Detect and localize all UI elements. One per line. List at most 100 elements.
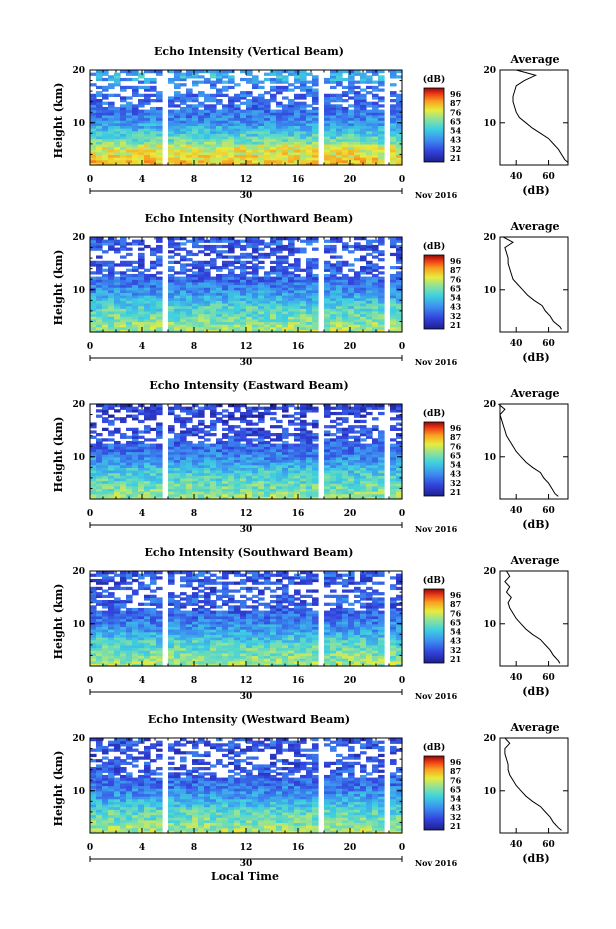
heatmap-cell	[192, 72, 199, 76]
heatmap-cell	[180, 263, 187, 267]
heatmap-cell	[276, 425, 283, 429]
heatmap-cell	[360, 295, 367, 299]
heatmap-cell	[102, 305, 109, 309]
heatmap-cell	[156, 326, 163, 330]
heatmap-cell	[216, 250, 223, 254]
heatmap-cell	[96, 117, 103, 121]
heatmap-cell	[132, 85, 139, 90]
heatmap-cell	[108, 284, 115, 288]
heatmap-cell	[96, 143, 103, 148]
heatmap-cell	[312, 279, 319, 283]
heatmap-cell	[378, 488, 385, 492]
heatmap-cell	[126, 435, 133, 439]
heatmap-cell	[342, 70, 349, 74]
heatmap-cell	[360, 138, 367, 142]
heatmap-cell	[156, 237, 163, 241]
heatmap-cell	[210, 112, 217, 116]
heatmap-cell	[288, 133, 295, 137]
heatmap-cell	[312, 284, 319, 288]
heatmap-cell	[396, 99, 403, 103]
heatmap-cell	[114, 454, 121, 458]
heatmap-cell	[246, 329, 253, 333]
heatmap-cell	[198, 419, 205, 424]
heatmap-cell	[198, 154, 205, 158]
heatmap-cell	[174, 99, 181, 103]
heatmap-cell	[126, 631, 133, 635]
heatmap-cell	[234, 99, 241, 103]
heatmap-cell	[138, 93, 145, 97]
heatmap-cell	[378, 313, 385, 317]
heatmap-cell	[246, 154, 253, 158]
heatmap-cell	[264, 435, 271, 439]
heatmap-cell	[108, 279, 115, 283]
heatmap-cell	[240, 279, 247, 283]
heatmap-cell	[258, 302, 265, 307]
heatmap-cell	[252, 302, 259, 307]
heatmap-cell	[132, 88, 139, 92]
heatmap-cell	[240, 480, 247, 484]
heatmap-cell	[132, 469, 139, 474]
heatmap-cell	[120, 292, 127, 296]
heatmap-cell	[150, 414, 157, 418]
heatmap-cell	[276, 120, 283, 124]
heatmap-cell	[336, 151, 343, 156]
heatmap-cell	[282, 448, 289, 453]
heatmap-cell	[336, 80, 343, 84]
heatmap-cell	[354, 258, 361, 262]
heatmap-cell	[336, 141, 343, 145]
heatmap-cell	[96, 634, 103, 638]
heatmap-cell	[312, 488, 319, 492]
heatmap-cell	[264, 483, 271, 487]
heatmap-cell	[102, 475, 109, 479]
heatmap-cell	[186, 411, 193, 416]
heatmap-cell	[348, 83, 355, 87]
heatmap-cell	[300, 96, 307, 100]
heatmap-cell	[210, 247, 217, 251]
heatmap-cell	[378, 310, 385, 315]
heatmap-cell	[132, 302, 139, 307]
heatmap-cell	[282, 451, 289, 455]
heatmap-cell	[222, 133, 229, 137]
heatmap-cell	[150, 77, 157, 82]
heatmap-cell	[186, 493, 193, 497]
heatmap-cell	[228, 281, 235, 286]
heatmap-cell	[252, 109, 259, 113]
x-tick-label: 0	[399, 175, 405, 185]
heatmap-cell	[282, 143, 289, 148]
heatmap-cell	[108, 162, 115, 166]
heatmap-cell	[372, 244, 379, 249]
heatmap-cell	[192, 273, 199, 278]
heatmap-cell	[198, 250, 205, 254]
heatmap-cell	[180, 305, 187, 309]
heatmap-cell	[336, 114, 343, 119]
heatmap-cell	[390, 239, 397, 243]
heatmap-cell	[354, 480, 361, 484]
heatmap-cell	[90, 464, 97, 468]
heatmap-cell	[222, 128, 229, 132]
heatmap-cell	[210, 409, 217, 413]
heatmap-cell	[222, 80, 229, 84]
heatmap-cell	[348, 77, 355, 82]
heatmap-cell	[222, 329, 229, 333]
heatmap-cell	[300, 85, 307, 90]
heatmap-cell	[102, 451, 109, 455]
heatmap-cell	[222, 491, 229, 495]
heatmap-cell	[144, 101, 151, 105]
heatmap-cell	[258, 480, 265, 484]
heatmap-cell	[354, 318, 361, 323]
heatmap-cell	[264, 321, 271, 325]
heatmap-cell	[144, 462, 151, 466]
heatmap-cell	[366, 488, 373, 492]
heatmap-cell	[108, 93, 115, 97]
heatmap-cell	[258, 459, 265, 463]
heatmap-cell	[366, 411, 373, 416]
heatmap-cell	[150, 451, 157, 455]
heatmap-cell	[246, 237, 253, 241]
heatmap-cell	[282, 477, 289, 482]
x-tick-label: 0	[87, 175, 93, 185]
heatmap-cell	[216, 255, 223, 259]
heatmap-cell	[144, 88, 151, 92]
heatmap-cell	[144, 96, 151, 100]
heatmap-cell	[390, 154, 397, 158]
heatmap-cell	[276, 287, 283, 291]
